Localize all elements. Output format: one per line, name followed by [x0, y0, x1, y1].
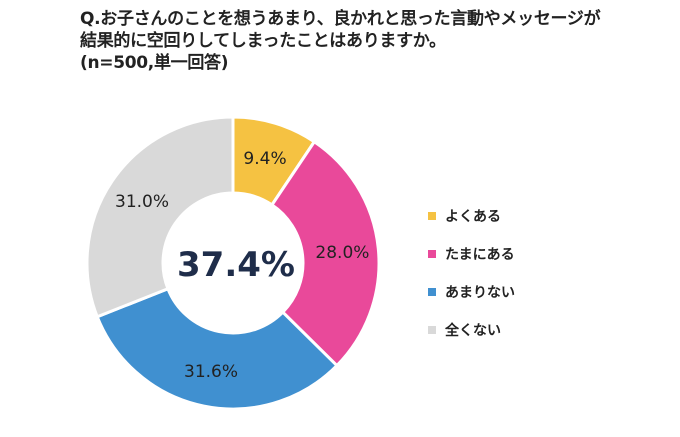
- legend-item: 全くない: [428, 311, 515, 349]
- chart-title: Q.お子さんのことを想うあまり、良かれと思った言動やメッセージが 結果的に空回り…: [80, 8, 640, 74]
- slice-labels-group: 9.4% 28.0% 31.6% 31.0%: [115, 149, 369, 382]
- legend-item: あまりない: [428, 273, 515, 311]
- slice-sometimes-label: 28.0%: [315, 243, 369, 263]
- legend-swatch-never: [428, 326, 436, 334]
- legend-item: よくある: [428, 197, 515, 235]
- legend-swatch-often: [428, 212, 436, 220]
- legend-label-often: よくある: [445, 209, 501, 225]
- legend-label-sometimes: たまにある: [445, 247, 515, 263]
- title-line-1: Q.お子さんのことを想うあまり、良かれと思った言動やメッセージが: [80, 9, 601, 29]
- legend-swatch-sometimes: [428, 250, 436, 258]
- legend-label-never: 全くない: [445, 323, 501, 339]
- slice-rarely: [95, 286, 340, 411]
- legend-label-rarely: あまりない: [445, 285, 515, 301]
- center-label: 37.4%: [177, 245, 295, 285]
- slice-sometimes: [269, 139, 381, 368]
- slice-rarely-label: 31.6%: [184, 362, 238, 382]
- title-line-2: 結果的に空回りしてしまったことはありますか。: [80, 31, 446, 51]
- legend-item: たまにある: [428, 235, 515, 273]
- legend: よくある たまにある あまりない 全くない: [428, 197, 515, 349]
- slice-never-label: 31.0%: [115, 192, 169, 212]
- slice-never: [85, 115, 235, 319]
- slices-group: [85, 115, 381, 411]
- slice-often-label: 9.4%: [243, 149, 286, 169]
- legend-swatch-rarely: [428, 288, 436, 296]
- title-line-3: (n=500,単一回答): [80, 53, 229, 73]
